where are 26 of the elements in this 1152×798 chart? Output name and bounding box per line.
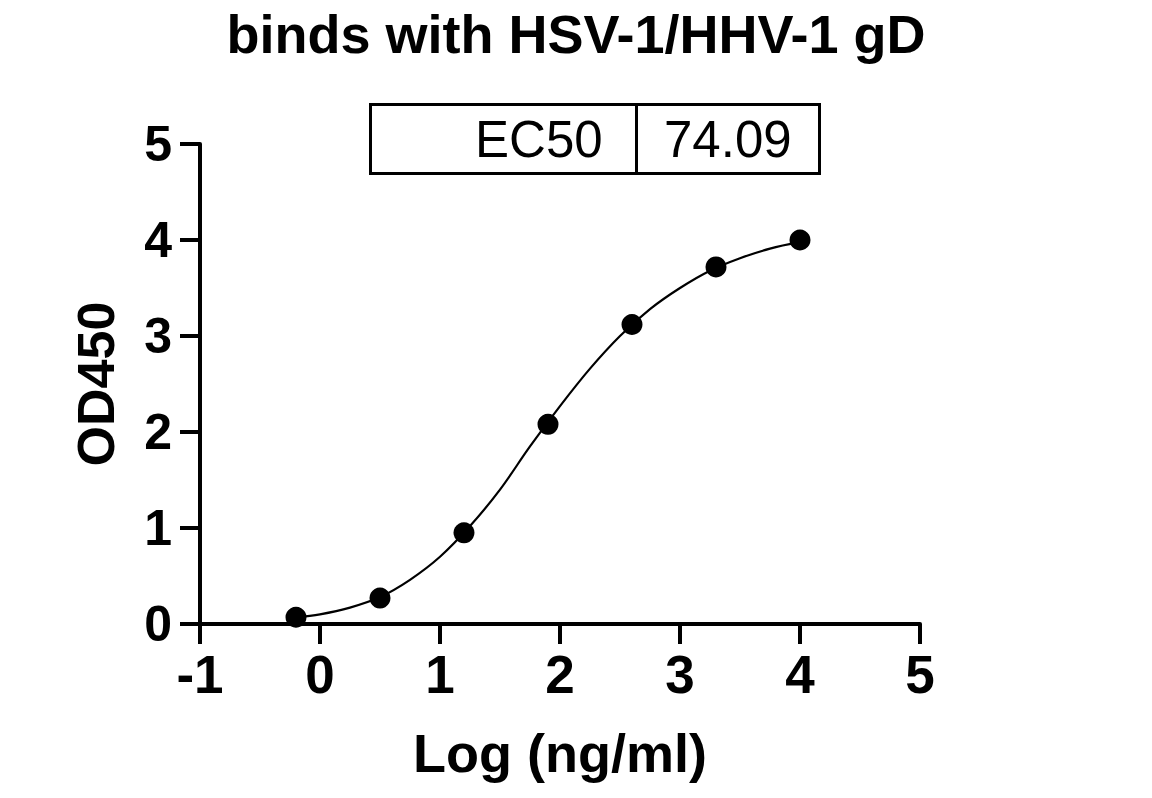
table-frame: EC50 74.09 <box>369 103 821 175</box>
x-tick-label: 3 <box>665 645 695 704</box>
point <box>369 587 391 609</box>
x-tick-label: -1 <box>176 645 224 704</box>
y-tick-label: 2 <box>144 404 172 460</box>
y-axis-title: OD450 <box>67 301 125 467</box>
x-tick-label: 1 <box>425 645 455 704</box>
x-tick-label: 4 <box>785 645 816 704</box>
point <box>537 413 559 435</box>
point <box>453 522 475 544</box>
x-tick-label: 2 <box>545 645 575 704</box>
point <box>705 256 727 278</box>
y-tick-label: 5 <box>144 116 172 172</box>
point <box>621 313 643 335</box>
chart-title: binds with HSV-1/HHV-1 gD <box>226 4 926 64</box>
annotation: 74.09 <box>664 110 792 168</box>
x-tick-label: 5 <box>905 645 935 704</box>
annotation: EC50 <box>475 110 603 168</box>
x-axis-title: Log (ng/ml) <box>413 723 707 783</box>
point <box>285 606 307 628</box>
y-tick-label: 1 <box>144 500 172 556</box>
y-tick-label: 3 <box>144 308 172 364</box>
y-tick-label: 4 <box>144 212 173 268</box>
x-tick-label: 0 <box>305 645 335 704</box>
point <box>789 229 811 251</box>
y-tick-label: 0 <box>144 596 172 652</box>
